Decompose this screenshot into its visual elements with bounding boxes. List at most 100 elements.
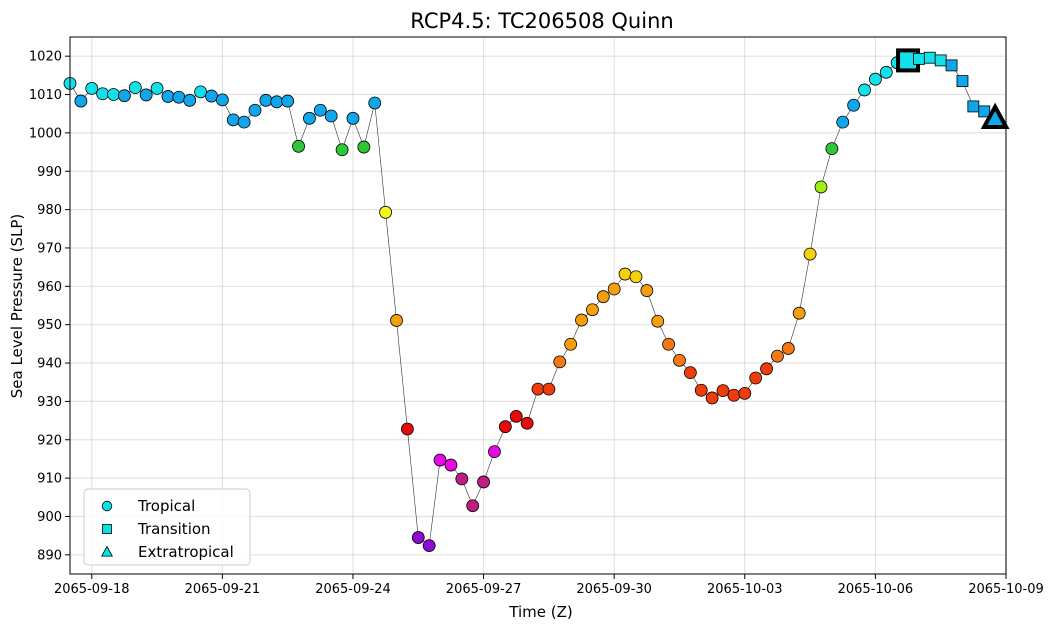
y-tick-label: 910 — [37, 472, 62, 487]
y-tick-label: 940 — [37, 357, 62, 372]
circle-marker — [553, 355, 567, 369]
circle-marker — [564, 337, 578, 351]
circle-marker — [335, 143, 349, 157]
square-marker — [945, 59, 958, 72]
y-tick-label: 920 — [37, 433, 62, 448]
circle-marker — [237, 115, 251, 129]
y-axis: 890 900 910 920 930 940 950 960 970 980 990 1000 101… — [29, 50, 70, 563]
circle-marker — [161, 90, 175, 103]
circle-marker — [107, 88, 120, 101]
circle-marker — [618, 267, 632, 281]
circle-marker — [259, 93, 273, 107]
x-tick-label: 2065-10-09 — [968, 582, 1044, 597]
grid — [70, 37, 1007, 574]
legend-square-marker — [102, 524, 112, 534]
circle-marker — [346, 111, 360, 125]
circle-marker — [313, 103, 327, 117]
circle-marker — [466, 499, 480, 513]
circle-marker — [749, 371, 763, 385]
circle-marker — [531, 382, 545, 396]
x-tick-label: 2065-09-24 — [315, 582, 391, 597]
circle-marker — [455, 472, 469, 486]
x-tick-label: 2065-09-21 — [185, 582, 261, 597]
x-tick-label: 2065-10-06 — [838, 582, 914, 597]
circle-marker — [662, 337, 676, 351]
track-line — [69, 57, 996, 547]
x-axis-title: Time (Z) — [508, 603, 572, 621]
y-tick-label: 950 — [37, 318, 62, 333]
circle-marker — [379, 205, 393, 219]
circle-marker — [651, 314, 665, 328]
circle-marker — [879, 65, 893, 79]
square-marker — [934, 54, 947, 67]
circle-marker — [781, 342, 795, 355]
y-tick-label: 890 — [37, 548, 62, 563]
circle-marker — [858, 83, 871, 97]
data-points — [63, 48, 1010, 553]
circle-marker — [74, 94, 88, 108]
circle-marker — [520, 416, 534, 430]
circle-marker — [292, 139, 305, 153]
legend-box — [83, 488, 251, 566]
circle-marker — [607, 282, 621, 296]
square-marker — [923, 51, 936, 64]
circle-marker — [433, 453, 447, 467]
circle-marker — [118, 89, 131, 103]
y-tick-label: 930 — [37, 395, 62, 410]
circle-marker — [128, 81, 142, 95]
circle-marker — [694, 383, 708, 397]
circle-marker — [629, 270, 643, 284]
circle-marker — [150, 81, 164, 95]
y-tick-label: 960 — [37, 280, 62, 295]
circle-marker — [727, 388, 741, 402]
circle-marker — [575, 313, 588, 327]
x-axis: 2065-09-18 2065-09-21 2065-09-24 2065-09-27… — [54, 574, 1044, 597]
legend-label: Transition — [137, 520, 211, 538]
circle-marker — [814, 180, 828, 194]
x-tick-label: 2065-09-18 — [54, 582, 130, 597]
circle-marker — [477, 475, 490, 489]
circle-marker — [868, 72, 882, 86]
circle-marker — [248, 103, 262, 117]
circle-marker — [368, 96, 382, 110]
circle-marker — [596, 290, 610, 304]
circle-marker — [673, 353, 686, 367]
x-tick-label: 2065-09-30 — [576, 582, 652, 597]
circle-marker — [172, 90, 186, 104]
square-marker — [967, 100, 980, 113]
circle-marker — [194, 85, 208, 99]
x-tick-label: 2065-10-03 — [707, 582, 783, 597]
circle-marker — [542, 382, 556, 396]
circle-marker — [390, 314, 403, 327]
circle-marker — [792, 306, 806, 320]
circle-marker — [139, 88, 153, 102]
circle-marker — [760, 362, 773, 376]
legend-label: Extratropical — [138, 543, 234, 561]
data-line — [69, 57, 996, 547]
circle-marker — [847, 98, 861, 112]
circle-marker — [205, 89, 218, 103]
circle-marker — [705, 391, 719, 405]
legend-label: Tropical — [137, 497, 195, 515]
square-marker — [913, 52, 925, 65]
circle-marker — [683, 366, 697, 380]
legend-triangle-marker — [101, 545, 113, 557]
circle-marker — [498, 420, 512, 434]
triangle-marker-highlight — [980, 102, 1010, 129]
circle-marker — [226, 113, 240, 127]
circle-marker — [215, 93, 229, 107]
circle-marker — [640, 284, 654, 297]
circle-marker — [509, 409, 523, 423]
y-axis-title: Sea Level Pressure (SLP) — [8, 214, 26, 399]
circle-marker — [716, 384, 730, 398]
circle-marker — [738, 386, 752, 400]
circle-marker — [281, 94, 295, 108]
circle-marker — [836, 115, 850, 129]
y-tick-label: 990 — [37, 165, 62, 180]
circle-marker — [586, 303, 599, 317]
circle-marker — [183, 93, 197, 107]
circle-marker — [771, 349, 784, 363]
chart-title: RCP4.5: TC206508 Quinn — [410, 9, 673, 33]
legend-circle-marker — [101, 500, 113, 512]
